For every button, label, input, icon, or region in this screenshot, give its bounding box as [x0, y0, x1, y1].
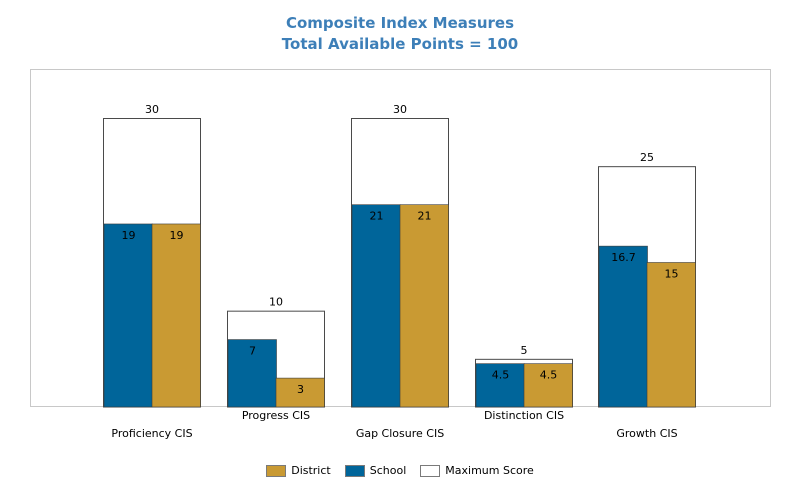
school-value-label-growth-cis: 16.7: [611, 251, 636, 264]
district-bar-growth-cis: [646, 262, 696, 408]
category-label-gap-closure-cis: Gap Closure CIS: [356, 427, 444, 440]
district-value-label-proficiency-cis: 19: [170, 229, 184, 242]
school-bar-distinction-cis: [475, 363, 525, 408]
school-bar-gap-closure-cis: [351, 204, 401, 408]
school-bar-progress-cis: [227, 339, 277, 408]
legend-label-school: School: [369, 464, 407, 477]
school-value-label-gap-closure-cis: 21: [370, 210, 384, 223]
district-bar-progress-cis: [275, 377, 325, 408]
school-value-label-proficiency-cis: 19: [122, 229, 136, 242]
school-value-label-distinction-cis: 4.5: [492, 369, 510, 382]
chart-subtitle: Total Available Points = 100: [281, 35, 519, 53]
category-label-proficiency-cis: Proficiency CIS: [111, 427, 192, 440]
legend-swatch-school: [344, 464, 365, 477]
chart-title: Composite Index Measures: [285, 14, 515, 32]
legend-item-school: School: [344, 464, 407, 477]
legend-label-maximum-score: Maximum Score: [445, 464, 534, 477]
maximum-label-progress-cis: 10: [269, 296, 283, 309]
maximum-label-growth-cis: 25: [640, 151, 654, 164]
legend: District School Maximum Score: [0, 464, 800, 477]
legend-item-district: District: [266, 464, 331, 477]
legend-swatch-maximum-score: [420, 464, 441, 477]
district-value-label-growth-cis: 15: [665, 268, 679, 281]
legend-item-maximum-score: Maximum Score: [420, 464, 534, 477]
district-bar-gap-closure-cis: [399, 204, 449, 408]
legend-swatch-district: [266, 464, 287, 477]
maximum-label-proficiency-cis: 30: [145, 103, 159, 116]
district-value-label-gap-closure-cis: 21: [418, 210, 432, 223]
bar-chart: 30 19 19 Proficiency CIS 10 7 3 Progress CIS 30 2…: [103, 103, 696, 440]
school-value-label-progress-cis: 7: [249, 345, 256, 358]
district-value-label-distinction-cis: 4.5: [540, 369, 558, 382]
category-label-progress-cis: Progress CIS: [242, 409, 310, 422]
school-bar-proficiency-cis: [103, 223, 153, 408]
district-bar-distinction-cis: [523, 363, 573, 408]
maximum-label-distinction-cis: 5: [521, 344, 528, 357]
district-bar-proficiency-cis: [151, 223, 201, 408]
category-label-growth-cis: Growth CIS: [616, 427, 677, 440]
legend-label-district: District: [291, 464, 331, 477]
school-bar-growth-cis: [598, 245, 648, 408]
district-value-label-progress-cis: 3: [297, 383, 304, 396]
maximum-label-gap-closure-cis: 30: [393, 103, 407, 116]
category-label-distinction-cis: Distinction CIS: [484, 409, 564, 422]
